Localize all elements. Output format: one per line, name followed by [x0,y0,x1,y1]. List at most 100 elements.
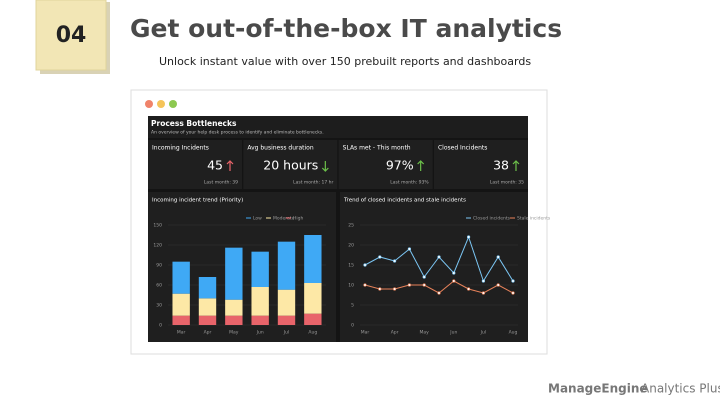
bar-segment [172,261,190,294]
y-tick-label: 10 [348,283,354,289]
bar-segment [198,298,217,316]
y-tick-label: 30 [156,303,162,309]
slide-subtitle: Unlock instant value with over 150 prebu… [159,55,531,68]
bar-segment [277,241,296,290]
line-point [437,291,441,295]
chart-title: Incoming incident trend (Priority) [152,198,243,204]
line-point [393,259,397,263]
y-tick-label: 90 [156,263,162,269]
bar-segment [251,315,269,325]
kpi-value: 38 [493,158,509,173]
bar-segment [251,287,269,316]
x-tick-label: Mar [361,330,370,336]
line-point [481,291,486,295]
bar-segment [225,315,243,325]
y-tick-label: 15 [348,263,354,269]
dashboard-title: Process Bottlenecks [151,119,237,128]
kpi-value: 20 hours [263,158,318,173]
kpi-label: Closed Incidents [438,145,487,152]
bar-segment [172,293,190,316]
trend-arrow [226,160,234,171]
line-point [407,283,412,287]
trend-arrow [512,160,520,171]
legend-label: High [293,216,303,222]
y-tick-label: 0 [159,323,162,329]
line-point [452,271,456,275]
kpi-previous: Last month: 17 hr [293,180,333,186]
legend-label: Stale incidents [517,216,551,222]
legend-label: Moderate [273,216,295,222]
line-point [496,283,500,287]
kpi-label: SLAs met - This month [343,145,411,152]
line-point [378,287,382,291]
trend-arrow [417,160,425,171]
line-point [511,279,515,283]
x-tick-label: May [420,330,430,336]
chart-panel [340,192,528,342]
kpi-previous: Last month: 39 [204,180,238,186]
window-dot [169,100,177,108]
logo-brand: ManageEngine [548,382,648,396]
line-point [511,291,515,295]
number-box [35,0,107,71]
bar-segment [251,251,269,287]
slide-number: 04 [56,23,87,48]
legend-label: Closed incidents [473,216,511,222]
line-point [496,255,500,259]
dashboard-subtitle: An overview of your help desk process to… [151,130,324,136]
y-tick-label: 5 [351,303,354,309]
bar-segment [304,235,322,283]
line-point [393,287,397,291]
trend-arrow [321,161,329,172]
x-tick-label: Jul [480,330,486,336]
dashboard-header [148,116,528,138]
x-tick-label: Jul [283,330,289,336]
logo-product: Analytics Plus [641,382,720,396]
kpi-card [243,140,338,189]
x-tick-label: Jun [256,330,264,336]
window-dot [145,100,153,108]
legend-label: Low [253,216,262,222]
y-tick-label: 20 [348,243,354,249]
line-point [407,247,412,251]
y-tick-label: 25 [348,223,354,229]
y-tick-label: 120 [153,243,162,249]
kpi-card [148,140,242,189]
line-point [481,279,486,283]
kpi-value: 45 [207,158,223,173]
bar-segment [172,315,190,325]
slide-title: Get out-of-the-box IT analytics [130,14,562,43]
x-tick-label: Aug [308,330,317,336]
x-tick-label: Jun [449,330,457,336]
y-tick-label: 0 [351,323,354,329]
bar-segment [304,313,322,325]
line-point [378,255,382,259]
line-point [363,263,367,267]
bar-segment [304,283,322,314]
x-tick-label: May [229,330,239,336]
bar-segment [198,277,217,299]
x-tick-label: Apr [391,330,399,336]
line-point [452,279,456,283]
bar-segment [277,289,296,316]
line-point [467,235,471,239]
line-point [467,287,471,291]
y-tick-label: 60 [156,283,162,289]
kpi-card [338,140,433,189]
kpi-card [433,140,528,189]
window-dot [157,100,165,108]
kpi-previous: Last month: 35 [490,180,524,186]
x-tick-label: Apr [204,330,212,336]
bar-segment [198,315,217,325]
bar-segment [225,299,243,316]
line-point [437,255,441,259]
line-point [422,275,426,279]
kpi-value: 97% [386,158,414,173]
bar-segment [277,315,296,325]
kpi-label: Avg business duration [247,145,314,152]
kpi-previous: Last month: 93% [390,180,429,186]
line-point [363,283,367,287]
line-point [422,283,426,287]
